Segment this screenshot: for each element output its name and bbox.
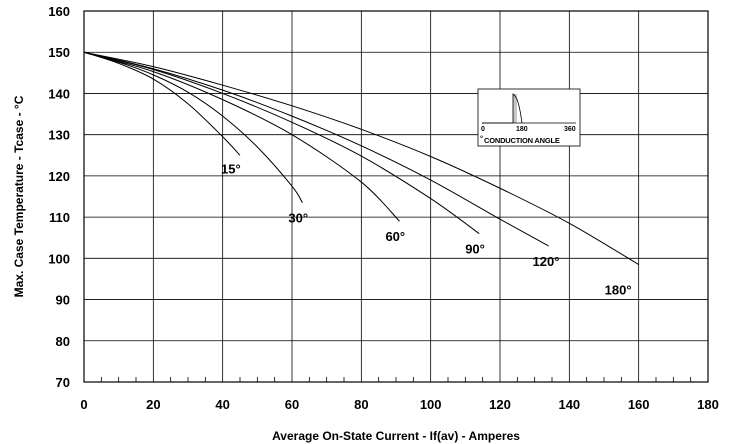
series-line [83, 51, 400, 222]
y-tick-label: 120 [48, 169, 70, 184]
x-tick-label: 180 [697, 397, 719, 412]
x-tick-label: 80 [354, 397, 368, 412]
curve-label: 60° [385, 229, 405, 244]
inset-waveform-fill [513, 94, 517, 123]
x-tick-label: 100 [420, 397, 442, 412]
y-tick-label: 80 [56, 334, 70, 349]
y-tick-label: 100 [48, 251, 70, 266]
x-tick-label: 140 [558, 397, 580, 412]
minor-ticks [100, 377, 692, 382]
y-tick-label: 90 [56, 293, 70, 308]
curve-label: 30° [288, 211, 308, 226]
inset-tick-label: 360 [564, 126, 576, 133]
inset-waveform [482, 93, 523, 124]
grid [83, 10, 709, 383]
x-tick-label: 20 [146, 397, 160, 412]
curve-label: 90° [465, 242, 485, 257]
curve-labels: 15° 30° 60° 90° 120° 180° [221, 161, 632, 297]
inset-tick-label: 180 [516, 126, 528, 133]
x-tick-label: 60 [285, 397, 299, 412]
y-tick-label: 70 [56, 375, 70, 390]
conduction-angle-inset: 0 180 360 ° CONDUCTION ANGLE [477, 88, 581, 147]
y-tick-label: 160 [48, 4, 70, 19]
y-tick-label: 150 [48, 45, 70, 60]
inset-title: CONDUCTION ANGLE [484, 136, 560, 145]
y-axis-title: Max. Case Temperature - Tcase - °C [12, 95, 26, 297]
series-line [83, 51, 241, 156]
y-tick-label: 140 [48, 86, 70, 101]
curve-label: 15° [221, 161, 241, 176]
series-lines [83, 51, 639, 265]
x-tick-label: 0 [80, 397, 87, 412]
plot-frame [83, 10, 709, 383]
y-tick-label: 130 [48, 128, 70, 143]
series-line [83, 51, 549, 247]
y-tick-label: 110 [49, 210, 70, 225]
curve-label: 180° [605, 283, 632, 298]
inset-degree-mark: ° [480, 134, 483, 143]
x-tick-label: 160 [628, 397, 650, 412]
x-axis-title: Average On-State Current - If(av) - Ampe… [272, 429, 520, 443]
series-line [83, 51, 639, 265]
y-tick-labels: 70 80 90 100 110 120 130 140 150 160 [48, 4, 70, 390]
series-line [83, 51, 303, 203]
x-tick-label: 40 [215, 397, 229, 412]
inset-box [477, 88, 581, 147]
inset-tick-label: 0 [481, 126, 485, 133]
series-line [83, 51, 480, 235]
x-tick-labels: 0 20 40 60 80 100 120 140 160 180 [80, 397, 718, 412]
x-tick-label: 120 [489, 397, 511, 412]
curve-label: 120° [533, 254, 560, 269]
